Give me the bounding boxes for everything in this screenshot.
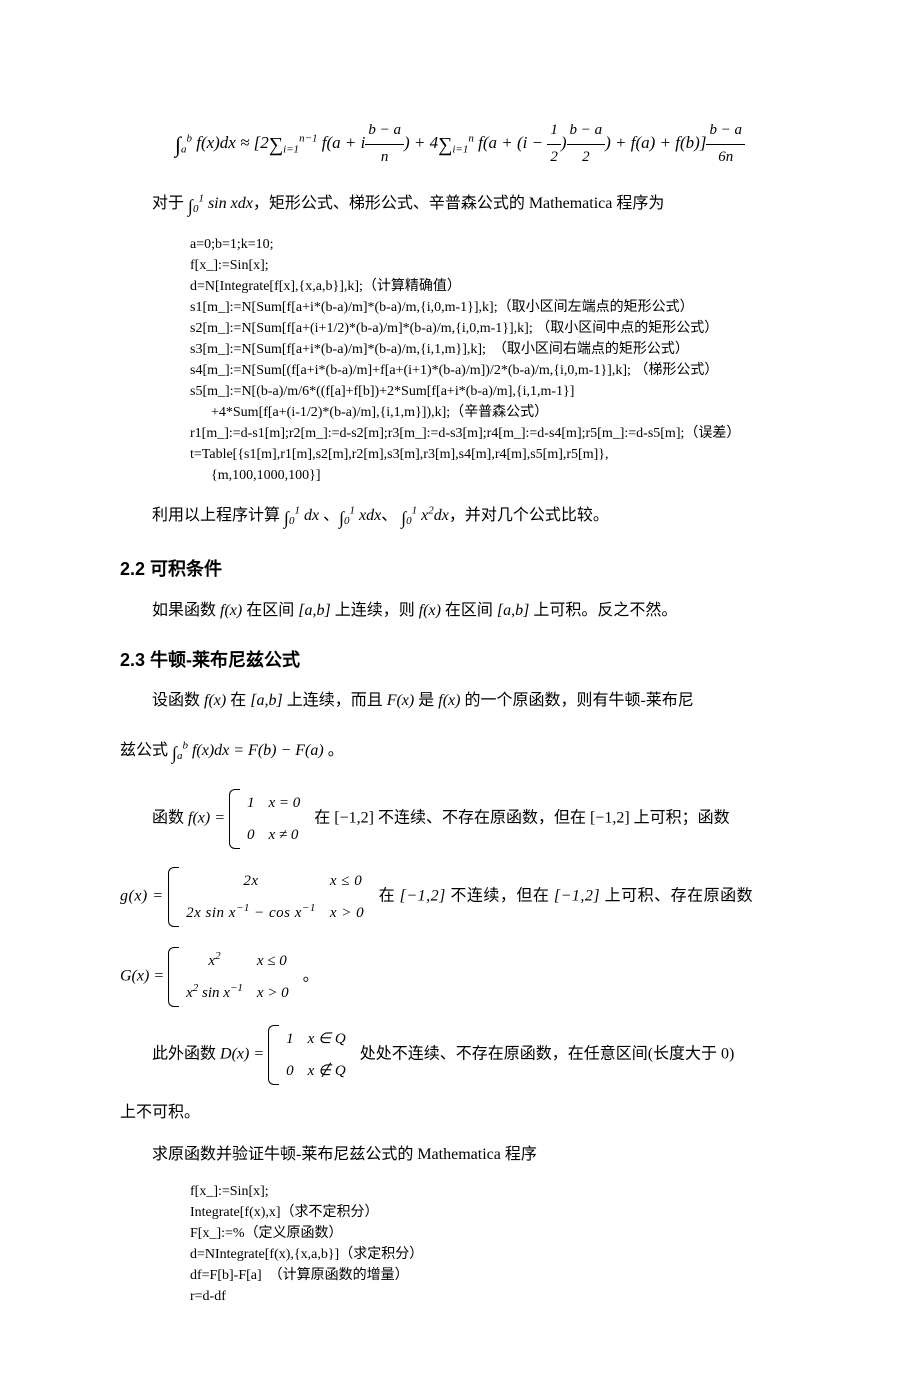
para-newton-leibniz-b: 兹公式 ∫ab f(x)dx = F(b) − F(a) 。 bbox=[120, 735, 800, 771]
para2-s1: 、 bbox=[319, 507, 339, 524]
piecewise-G: x2x ≤ 0 x2 sin x−1x > 0 bbox=[168, 945, 299, 1009]
para2-s2: 、 bbox=[381, 507, 401, 524]
code-block-mathematica-2: f[x_]:=Sin[x]; Integrate[f(x),x]（求不定积分） … bbox=[190, 1181, 800, 1307]
para-compare: 利用以上程序计算 ∫01 dx 、∫01 xdx、 ∫01 x2dx，并对几个公… bbox=[120, 500, 800, 536]
piecewise-f: 1x = 0 0x ≠ 0 bbox=[229, 787, 310, 851]
p8r1a: 1 bbox=[282, 1023, 304, 1055]
para1-pre: 对于 bbox=[152, 195, 188, 212]
p6-fn: g(x) = bbox=[120, 888, 168, 905]
para-piecewise-f: 函数 f(x) = 1x = 0 0x ≠ 0 在 [−1,2] 不连续、不存在… bbox=[120, 787, 800, 851]
p5-fn: f(x) = bbox=[188, 810, 229, 827]
p7r2b: x > 0 bbox=[253, 977, 299, 1009]
p7-fn: G(x) = bbox=[120, 968, 168, 985]
para-piecewise-g: g(x) = 2xx ≤ 0 2x sin x−1 − cos x−1x > 0… bbox=[120, 865, 800, 929]
code-block-mathematica-1: a=0;b=1;k=10; f[x_]:=Sin[x]; d=N[Integra… bbox=[190, 234, 800, 486]
p8-post: 处处不连续、不存在原函数，在任意区间(长度大于 0) bbox=[356, 1046, 735, 1063]
piecewise-g: 2xx ≤ 0 2x sin x−1 − cos x−1x > 0 bbox=[168, 865, 374, 929]
p8r2a: 0 bbox=[282, 1055, 304, 1087]
p5r2b: x ≠ 0 bbox=[265, 819, 311, 851]
p5-post: 在 [−1,2] 不连续、不存在原函数，但在 [−1,2] 上可积；函数 bbox=[310, 810, 729, 827]
p8r2b: x ∉ Q bbox=[304, 1055, 356, 1087]
p5r1b: x = 0 bbox=[265, 787, 311, 819]
p5r2a: 0 bbox=[243, 819, 265, 851]
para2-post: ，并对几个公式比较。 bbox=[449, 507, 609, 524]
para-piecewise-G: G(x) = x2x ≤ 0 x2 sin x−1x > 0 。 bbox=[120, 945, 800, 1009]
p6r2b: x > 0 bbox=[326, 897, 374, 929]
para-piecewise-D-cont: 上不可积。 bbox=[120, 1097, 800, 1129]
para-verify-nl: 求原函数并验证牛顿-莱布尼兹公式的 Mathematica 程序 bbox=[120, 1139, 800, 1171]
p6-post: 在 [−1,2] 不连续，但在 [−1,2] 上可积、存在原函数 bbox=[374, 888, 753, 905]
p7r1b: x ≤ 0 bbox=[253, 945, 299, 977]
para-integrable-condition: 如果函数 f(x) 在区间 [a,b] 上连续，则 f(x) 在区间 [a,b]… bbox=[120, 595, 800, 627]
heading-2-3: 2.3 牛顿-莱布尼兹公式 bbox=[120, 645, 800, 676]
para-piecewise-D: 此外函数 D(x) = 1x ∈ Q 0x ∉ Q 处处不连续、不存在原函数，在… bbox=[120, 1023, 800, 1087]
para-newton-leibniz-a: 设函数 f(x) 在 [a,b] 上连续，而且 F(x) 是 f(x) 的一个原… bbox=[120, 685, 800, 717]
p5-pre: 函数 bbox=[152, 810, 188, 827]
piecewise-D: 1x ∈ Q 0x ∉ Q bbox=[268, 1023, 356, 1087]
p6r1b: x ≤ 0 bbox=[326, 865, 374, 897]
p5r1a: 1 bbox=[243, 787, 265, 819]
p7-post: 。 bbox=[299, 968, 319, 985]
heading-2-2: 2.2 可积条件 bbox=[120, 554, 800, 585]
p8-pre: 此外函数 bbox=[152, 1046, 220, 1063]
para2-pre: 利用以上程序计算 bbox=[152, 507, 284, 524]
simpson-formula: ∫ab f(x)dx ≈ [2∑i=1n−1 f(a + ib − an) + … bbox=[120, 118, 800, 170]
p8r1b: x ∈ Q bbox=[304, 1023, 356, 1055]
p8-fn: D(x) = bbox=[220, 1046, 268, 1063]
p6r1a: 2x bbox=[182, 865, 326, 897]
para-intro-programs: 对于 ∫01 sin xdx，矩形公式、梯形公式、辛普森公式的 Mathemat… bbox=[120, 188, 800, 224]
para1-post: ，矩形公式、梯形公式、辛普森公式的 Mathematica 程序为 bbox=[253, 195, 665, 212]
